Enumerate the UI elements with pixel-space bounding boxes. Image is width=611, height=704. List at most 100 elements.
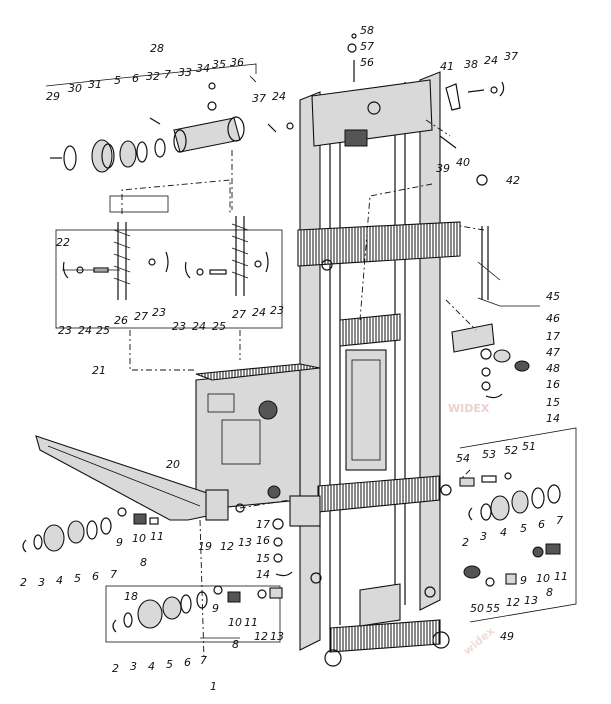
callout-10-bottom: 10	[228, 616, 242, 629]
callout-10-left: 10	[132, 532, 146, 545]
callout-labels: 58 57 56 28 29 30 31 5 6 32 7 33 34 35 3…	[20, 24, 568, 693]
callout-27-a: 27	[134, 310, 148, 323]
callout-5-right: 5	[520, 522, 527, 535]
callout-9-right: 9	[520, 574, 527, 587]
callout-41: 41	[440, 60, 454, 73]
callout-24-top: 24	[272, 90, 286, 103]
chain-right	[231, 216, 249, 296]
callout-21: 21	[92, 364, 106, 377]
callout-7-left: 7	[110, 568, 117, 581]
callout-24-b: 24	[192, 320, 206, 333]
callout-6-top: 6	[132, 72, 139, 85]
callout-53: 53	[482, 448, 496, 461]
callout-11-left: 11	[150, 530, 164, 543]
callout-52: 52	[504, 444, 518, 457]
callout-47: 47	[546, 346, 560, 359]
callout-56: 56	[360, 56, 374, 69]
callout-3-left: 3	[38, 576, 45, 589]
callout-25-b: 25	[212, 320, 226, 333]
callout-31: 31	[88, 78, 102, 91]
callout-3-bottom: 3	[130, 660, 137, 673]
roller-set-middle	[235, 503, 293, 577]
callout-38: 38	[464, 58, 478, 71]
carriage-plate	[195, 369, 301, 511]
callout-5-top: 5	[114, 74, 121, 87]
chain-anchor	[451, 323, 495, 353]
callout-8-left: 8	[140, 556, 147, 569]
fork-hook	[205, 489, 229, 521]
callout-49: 49	[500, 630, 514, 643]
carriage-roller-lower	[267, 485, 281, 499]
roller-pin	[173, 117, 241, 153]
callout-4-bottom: 4	[148, 660, 155, 673]
top-crosshead	[311, 79, 433, 147]
roller-pin-assembly	[45, 63, 257, 173]
callout-7-right: 7	[556, 514, 563, 527]
callout-18: 18	[124, 590, 138, 603]
callout-57: 57	[360, 40, 374, 53]
roller-set-right	[459, 427, 577, 623]
callout-6-bottom: 6	[184, 656, 191, 669]
callout-11-right: 11	[554, 570, 568, 583]
mast-assembly	[297, 71, 461, 667]
callout-14-right: 14	[546, 412, 560, 425]
callout-8-right: 8	[546, 586, 553, 599]
callout-40: 40	[456, 156, 470, 169]
callout-19: 19	[198, 540, 212, 553]
callout-34: 34	[196, 62, 210, 75]
callout-8-bottom: 8	[232, 638, 239, 651]
callout-30: 30	[68, 82, 82, 95]
lift-cylinder	[345, 349, 387, 471]
chain-assembly	[55, 195, 283, 329]
callout-27-b: 27	[232, 308, 246, 321]
upper-crossbar	[297, 221, 461, 267]
callout-5-bottom: 5	[166, 658, 173, 671]
callout-55: 55	[486, 602, 500, 615]
callout-29: 29	[46, 90, 60, 103]
callout-16-right: 16	[546, 378, 560, 391]
callout-2-right: 2	[462, 536, 469, 549]
callout-51: 51	[522, 440, 536, 453]
callout-26: 26	[114, 314, 128, 327]
callout-20: 20	[166, 458, 180, 471]
callout-28: 28	[150, 42, 164, 55]
callout-24-c: 24	[252, 306, 266, 319]
callout-17-right: 17	[546, 330, 560, 343]
callout-13-right: 13	[524, 594, 538, 607]
callout-9-left: 9	[116, 536, 123, 549]
callout-4-right: 4	[500, 526, 507, 539]
top-parts	[267, 33, 530, 399]
callout-23-a: 23	[58, 324, 72, 337]
callout-25-a: 25	[96, 324, 110, 337]
chain-left	[113, 222, 131, 300]
callout-1: 1	[210, 680, 217, 693]
watermark-main: WIDEX	[448, 402, 490, 415]
callout-12-bottom: 12	[254, 630, 268, 643]
callout-17-mid: 17	[256, 518, 270, 531]
callout-24-right: 24	[484, 54, 498, 67]
callout-23-b: 23	[152, 306, 166, 319]
callout-37-left: 37	[252, 92, 266, 105]
callout-36: 36	[230, 56, 244, 69]
callout-45: 45	[546, 290, 560, 303]
outer-upright-right	[419, 71, 441, 611]
callout-12-right: 12	[506, 596, 520, 609]
callout-46: 46	[546, 312, 560, 325]
callout-7-top: 7	[164, 68, 171, 81]
carriage-roller-upper	[258, 400, 278, 420]
bottom-crossbar	[329, 619, 441, 653]
callout-42: 42	[506, 174, 520, 187]
callout-9-bottom: 9	[212, 602, 219, 615]
callout-15-right: 15	[546, 396, 560, 409]
callout-58: 58	[360, 24, 374, 37]
callout-11-bottom: 11	[244, 616, 258, 629]
top-bracket	[344, 129, 368, 147]
callout-6-right: 6	[538, 518, 545, 531]
callout-13-bottom: 13	[270, 630, 284, 643]
callout-16-mid: 16	[256, 534, 270, 547]
callout-50: 50	[470, 602, 484, 615]
callout-12-mid: 12	[220, 540, 234, 553]
callout-39: 39	[436, 162, 450, 175]
callout-32: 32	[146, 70, 160, 83]
